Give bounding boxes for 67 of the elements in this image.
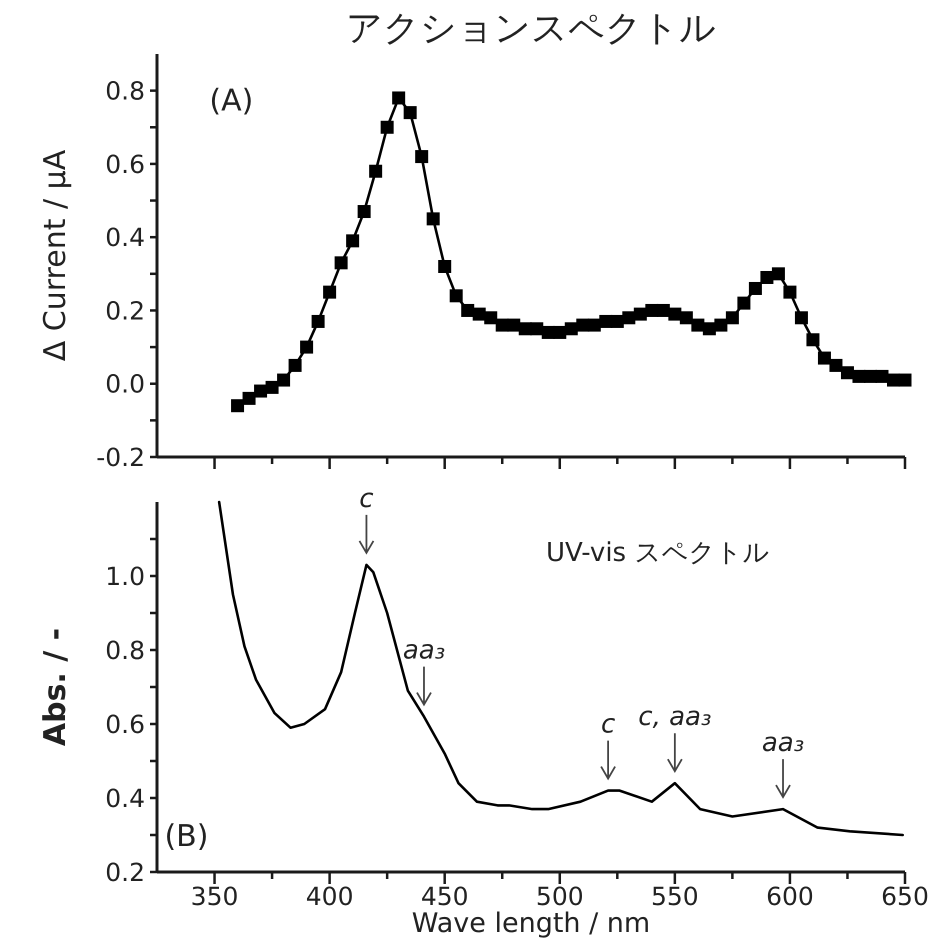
x-tick-label: 600 xyxy=(766,882,814,911)
point xyxy=(680,311,693,324)
x-axis-title: Wave length / nm xyxy=(412,908,650,939)
point xyxy=(369,164,382,178)
y-tick-label: 0.2 xyxy=(105,858,145,887)
point xyxy=(772,267,785,280)
y-tick-label: 0.6 xyxy=(105,710,145,739)
x-tick-label: 400 xyxy=(306,882,354,911)
point xyxy=(726,311,739,324)
point xyxy=(461,304,474,317)
point xyxy=(691,318,704,332)
annotation: c xyxy=(359,484,374,514)
y-axis-title: Abs. / - xyxy=(38,628,73,746)
y-tick-label: 0.0 xyxy=(105,370,145,399)
y-tick-label: 1.0 xyxy=(105,562,145,591)
point xyxy=(794,311,808,324)
y-tick-label: 0.6 xyxy=(105,150,145,179)
point xyxy=(346,234,360,248)
point xyxy=(760,270,774,284)
point xyxy=(288,358,302,372)
x-tick-label: 450 xyxy=(420,882,469,911)
point xyxy=(323,286,336,299)
point xyxy=(438,260,452,273)
chart-title: アクションスペクトル xyxy=(346,8,716,49)
x-tick-label: 500 xyxy=(536,882,584,911)
point xyxy=(840,366,854,380)
point xyxy=(783,286,796,299)
y-tick-label: 0.8 xyxy=(105,76,145,106)
point xyxy=(806,333,820,346)
point xyxy=(242,392,256,405)
point xyxy=(737,296,750,310)
annotation: UV-vis スペクトル xyxy=(546,538,770,568)
point xyxy=(484,311,498,324)
annotation: aa₃ xyxy=(402,636,446,666)
annotation: (B) xyxy=(164,819,208,854)
point xyxy=(300,340,314,354)
x-tick-label: 550 xyxy=(650,882,699,911)
point xyxy=(748,282,762,295)
point xyxy=(312,314,325,328)
point xyxy=(254,384,268,398)
y-tick-label: 0.8 xyxy=(105,636,145,665)
annotation: c xyxy=(600,710,616,740)
point xyxy=(898,374,912,387)
point xyxy=(231,399,244,412)
point xyxy=(404,106,417,120)
annotation: c, aa₃ xyxy=(638,702,712,732)
y-axis-title: Δ Current / μA xyxy=(38,149,73,362)
point xyxy=(426,212,440,226)
point xyxy=(392,91,406,104)
point xyxy=(818,352,831,365)
point xyxy=(266,380,279,394)
y-tick-label: -0.2 xyxy=(96,443,145,472)
annotation: (A) xyxy=(209,83,254,118)
point xyxy=(334,256,348,270)
y-tick-label: 0.4 xyxy=(105,223,145,252)
annotation: aa₃ xyxy=(762,728,804,758)
point xyxy=(358,205,371,218)
y-tick-label: 0.2 xyxy=(105,296,145,326)
point xyxy=(450,289,463,302)
point xyxy=(277,374,290,387)
y-tick-label: 0.4 xyxy=(105,784,145,813)
point xyxy=(415,150,428,164)
x-tick-label: 350 xyxy=(190,882,238,911)
point xyxy=(714,318,728,332)
point xyxy=(829,358,842,372)
point xyxy=(380,120,394,134)
x-tick-label: 650 xyxy=(881,882,929,911)
